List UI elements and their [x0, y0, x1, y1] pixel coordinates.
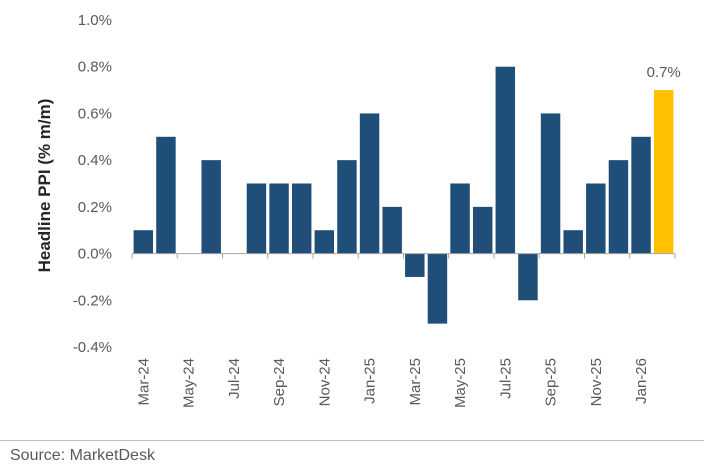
bar-sep-24	[269, 183, 289, 254]
x-tick-label: May-25	[452, 358, 469, 408]
bar-jan-26	[631, 136, 651, 254]
bar-may-25	[450, 183, 470, 254]
bar-apr-25	[427, 253, 448, 324]
bar-jul-25	[495, 66, 516, 254]
x-axis	[131, 253, 676, 259]
x-tick-label: Mar-24	[135, 358, 152, 406]
bar-feb-26	[653, 90, 674, 254]
bar-jan-25	[359, 113, 380, 254]
x-tick-label: Jan-26	[633, 358, 650, 404]
source-note: Source: MarketDesk	[10, 447, 155, 464]
y-tick-label: 0.2%	[78, 199, 112, 216]
y-tick-label: 0.4%	[78, 152, 112, 169]
y-tick-label: -0.2%	[73, 292, 112, 309]
bar-jun-24	[201, 160, 221, 254]
bar-nov-25	[586, 183, 606, 254]
highlight-data-label: 0.7%	[647, 64, 681, 81]
y-tick-label: 0.0%	[78, 246, 112, 263]
bars	[133, 66, 674, 324]
x-tick-label: Nov-25	[588, 358, 605, 406]
x-tick-label: Sep-24	[271, 358, 288, 406]
bar-aug-25	[518, 253, 538, 301]
y-axis-title: Headline PPI (% m/m)	[35, 99, 54, 273]
bar-oct-25	[563, 230, 583, 254]
y-tick-label: -0.4%	[73, 339, 112, 356]
footer-divider	[0, 440, 704, 441]
bar-nov-24	[314, 230, 335, 254]
bar-apr-24	[156, 136, 176, 254]
y-tick-label: 1.0%	[78, 12, 112, 29]
y-tick-label: 0.6%	[78, 105, 112, 122]
y-axis-title-group: Headline PPI (% m/m)	[35, 99, 54, 273]
x-tick-label: Jan-25	[362, 358, 379, 404]
x-tick-label: Sep-25	[543, 358, 560, 406]
x-tick-label: Mar-25	[407, 358, 424, 406]
y-tick-label: 0.8%	[78, 59, 112, 76]
y-tick-labels: -0.4% -0.2% 0.0% 0.2% 0.4% 0.6% 0.8% 1.0%	[73, 12, 112, 356]
bar-aug-24	[246, 183, 267, 254]
bar-sep-25	[540, 113, 561, 254]
ppi-bar-chart: Headline PPI (% m/m) -0.4% -0.2% 0.0% 0.2% 0…	[35, 12, 681, 408]
bar-mar-25	[405, 253, 425, 277]
bar-dec-24	[337, 160, 357, 254]
x-tick-label: Nov-24	[316, 358, 333, 406]
bar-oct-24	[291, 183, 312, 254]
x-tick-label: May-24	[181, 358, 198, 408]
bar-mar-24	[133, 230, 154, 254]
bar-jun-25	[472, 206, 493, 254]
x-tick-label: Jul-25	[497, 358, 514, 399]
bar-feb-25	[382, 206, 402, 254]
data-labels: 0.7%	[647, 64, 681, 81]
x-tick-labels: Mar-24 May-24 Jul-24 Sep-24 Nov-24 Jan-25 Mar-…	[135, 358, 650, 408]
x-tick-label: Jul-24	[226, 358, 243, 399]
bar-dec-25	[608, 160, 629, 254]
